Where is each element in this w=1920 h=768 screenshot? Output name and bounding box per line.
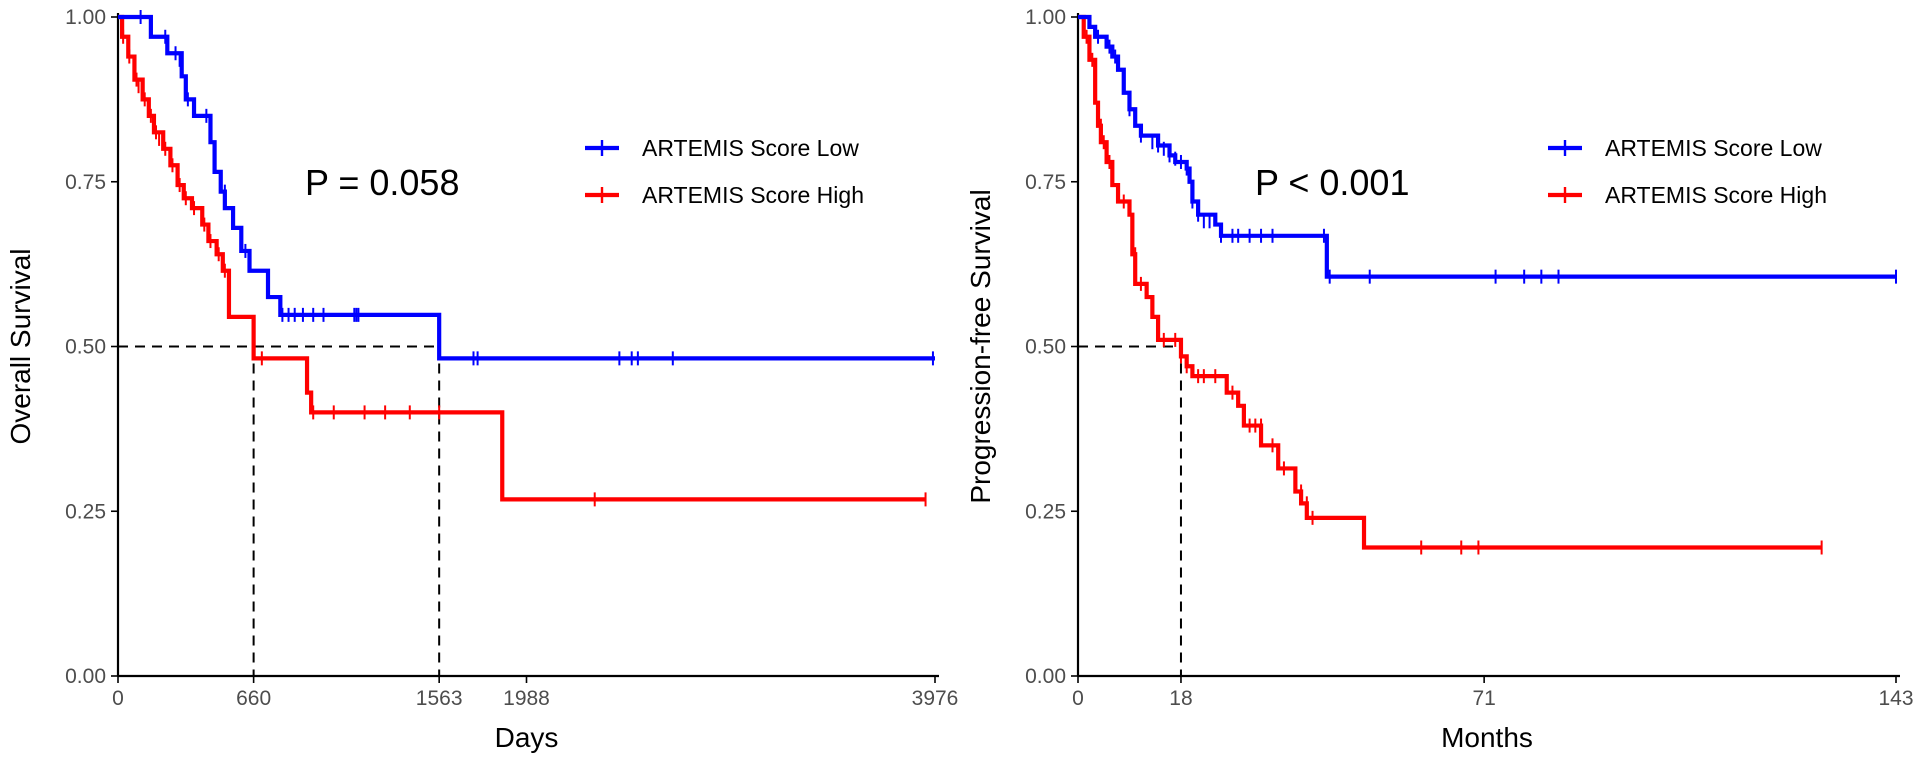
x-tick-label: 3976 <box>912 687 959 710</box>
survival-curve-artemis-score-high <box>118 14 926 502</box>
y-axis-title: Progression-free Survival <box>965 189 996 503</box>
legend-label-artemis-score-low: ARTEMIS Score Low <box>1605 135 1822 161</box>
x-tick-label: 143 <box>1878 687 1913 710</box>
p-value-annotation: P = 0.058 <box>305 162 459 203</box>
y-tick-label: 0.75 <box>65 171 106 194</box>
x-tick-label: 71 <box>1472 687 1495 710</box>
y-axis-title: Overall Survival <box>5 248 36 444</box>
km-panel-1: 0.00 0.25 0.50 0.75 1.00 0 660 1563 1988 3976 Days… <box>5 6 958 753</box>
y-tick-label: 0.50 <box>1025 336 1066 359</box>
x-tick-label: 0 <box>1072 687 1084 710</box>
km-panel-2: 0.00 0.25 0.50 0.75 1.00 0 18 71 143 Months Progre… <box>965 6 1914 753</box>
y-tick-label: 0.00 <box>65 665 106 688</box>
y-tick-label: 0.00 <box>1025 665 1066 688</box>
p-value-annotation: P < 0.001 <box>1255 162 1409 203</box>
survival-curve-artemis-score-low <box>118 14 935 361</box>
legend-label-artemis-score-low: ARTEMIS Score Low <box>642 135 859 161</box>
legend-label-artemis-score-high: ARTEMIS Score High <box>1605 182 1827 208</box>
x-tick-label: 1988 <box>503 687 550 710</box>
x-tick-label: 18 <box>1169 687 1192 710</box>
survival-curve-artemis-score-high <box>1078 14 1822 550</box>
x-tick-label: 660 <box>236 687 271 710</box>
x-tick-label: 0 <box>112 687 124 710</box>
x-axis-title: Months <box>1441 722 1533 753</box>
x-axis-title: Days <box>495 722 559 753</box>
y-tick-label: 0.25 <box>65 500 106 523</box>
y-tick-label: 0.50 <box>65 336 106 359</box>
y-tick-label: 1.00 <box>1025 6 1066 29</box>
legend-label-artemis-score-high: ARTEMIS Score High <box>642 182 864 208</box>
y-tick-label: 1.00 <box>65 6 106 29</box>
y-tick-label: 0.25 <box>1025 500 1066 523</box>
x-tick-label: 1563 <box>416 687 463 710</box>
y-tick-label: 0.75 <box>1025 171 1066 194</box>
